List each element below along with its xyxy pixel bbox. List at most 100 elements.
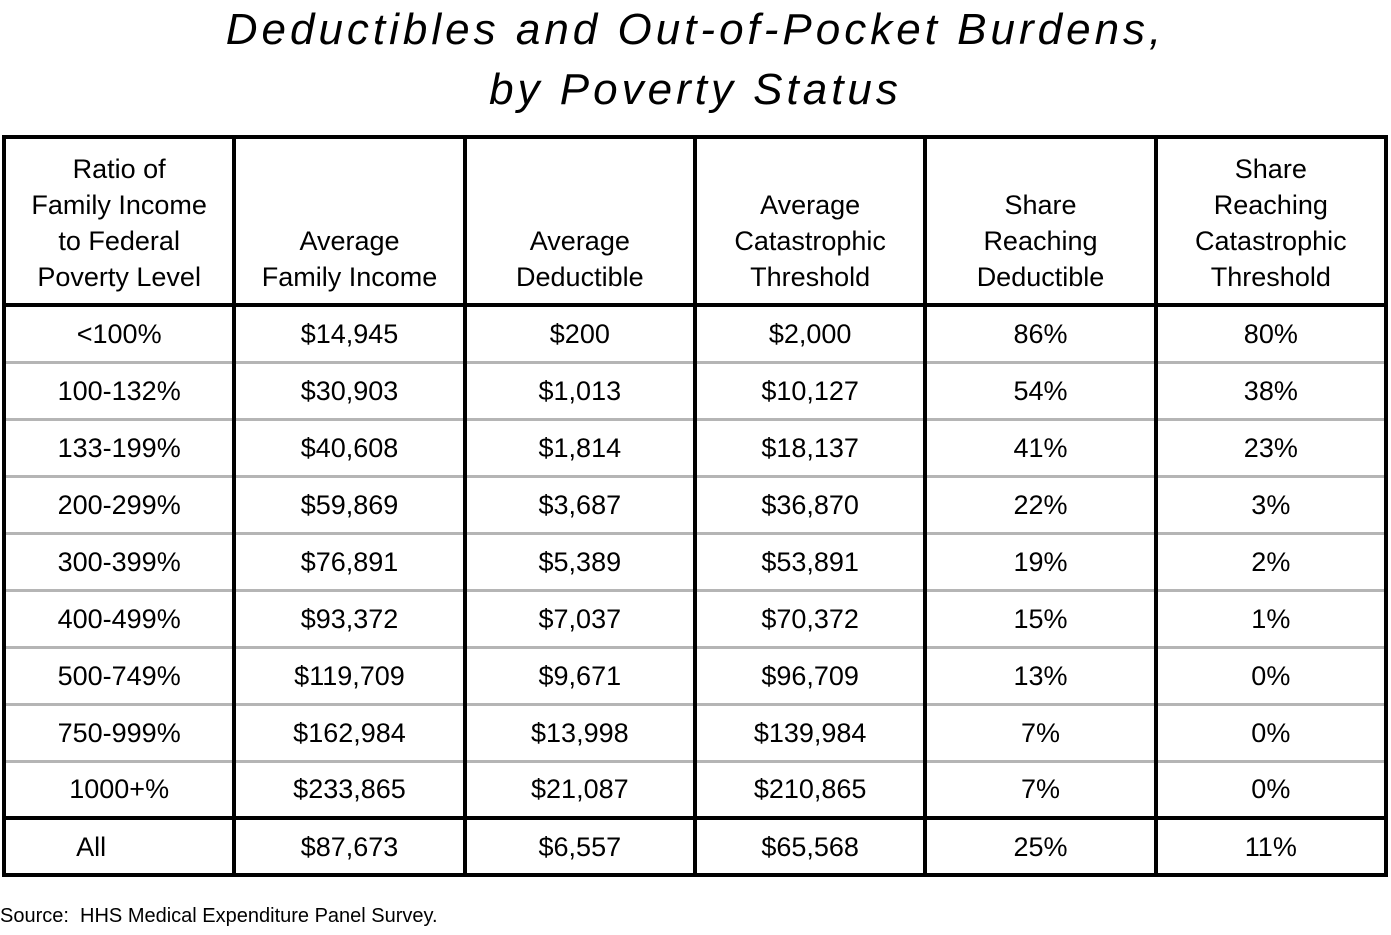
- column-header-line: Average: [529, 226, 630, 256]
- column-header-line: Share: [1004, 190, 1077, 220]
- table-cell: 13%: [923, 647, 1158, 706]
- table-cell: 7%: [923, 761, 1158, 820]
- column-header-line: Poverty Level: [37, 262, 201, 292]
- table-row: 750-999% $162,984 $13,998 $139,984 7% 0%: [1, 704, 1389, 763]
- column-header-line: Threshold: [1210, 262, 1331, 292]
- table-cell: $36,870: [692, 476, 928, 535]
- table-cell: 25%: [923, 818, 1158, 877]
- table-cell: 15%: [923, 590, 1158, 649]
- table-row: 100-132% $30,903 $1,013 $10,127 54% 38%: [1, 362, 1389, 421]
- table-cell: 133-199%: [1, 419, 237, 478]
- column-header-line: Deductible: [516, 262, 644, 292]
- table-cell: $6,557: [462, 818, 697, 877]
- table-cell: 2%: [1153, 533, 1389, 592]
- column-header: Average Deductible: [462, 135, 697, 307]
- table-cell: $21,087: [462, 761, 697, 820]
- table-row: 500-749% $119,709 $9,671 $96,709 13% 0%: [1, 647, 1389, 706]
- table-cell: $14,945: [232, 305, 467, 364]
- table-cell: 19%: [923, 533, 1158, 592]
- table-cell: 38%: [1153, 362, 1389, 421]
- column-header-line: Share: [1234, 154, 1307, 184]
- total-row: All $87,673 $6,557 $65,568 25% 11%: [1, 818, 1389, 877]
- table-cell: 0%: [1153, 761, 1389, 820]
- table-cell: $76,891: [232, 533, 467, 592]
- data-table: Ratio of Family Income to Federal Povert…: [1, 135, 1389, 877]
- table-cell: $30,903: [232, 362, 467, 421]
- column-header-line: Family Income: [31, 190, 207, 220]
- column-header-line: Reaching: [1213, 190, 1328, 220]
- table-body: <100% $14,945 $200 $2,000 86% 80% 100-132% $30,…: [1, 305, 1389, 877]
- table-cell: 86%: [923, 305, 1158, 364]
- table-cell: 1%: [1153, 590, 1389, 649]
- table-cell: $5,389: [462, 533, 697, 592]
- table-cell: 11%: [1153, 818, 1389, 877]
- table-row: 200-299% $59,869 $3,687 $36,870 22% 3%: [1, 476, 1389, 535]
- table-cell: $9,671: [462, 647, 697, 706]
- table-cell: 200-299%: [1, 476, 237, 535]
- table-cell: $96,709: [692, 647, 928, 706]
- table-cell: $10,127: [692, 362, 928, 421]
- table-cell: 7%: [923, 704, 1158, 763]
- column-header-line: Catastrophic: [1195, 226, 1347, 256]
- table-cell: $210,865: [692, 761, 928, 820]
- table-cell: $18,137: [692, 419, 928, 478]
- column-header-line: Threshold: [750, 262, 871, 292]
- source-note: Source: HHS Medical Expenditure Panel Su…: [0, 905, 438, 927]
- table-cell: 1000+%: [1, 761, 237, 820]
- table-cell: $65,568: [692, 818, 928, 877]
- table-cell: 41%: [923, 419, 1158, 478]
- table-cell: All: [1, 818, 237, 877]
- table-cell: 0%: [1153, 704, 1389, 763]
- chart-title-line: by Poverty Status: [489, 65, 902, 114]
- table-cell: 80%: [1153, 305, 1389, 364]
- table-cell: $59,869: [232, 476, 467, 535]
- table-cell: 300-399%: [1, 533, 237, 592]
- column-header: Ratio of Family Income to Federal Povert…: [1, 135, 237, 307]
- table-cell: $1,814: [462, 419, 697, 478]
- table-row: <100% $14,945 $200 $2,000 86% 80%: [1, 305, 1389, 364]
- table-row: 400-499% $93,372 $7,037 $70,372 15% 1%: [1, 590, 1389, 649]
- column-header-line: to Federal: [58, 226, 180, 256]
- column-header-line: Ratio of: [72, 154, 166, 184]
- table-cell: 0%: [1153, 647, 1389, 706]
- table-cell: $233,865: [232, 761, 467, 820]
- table-cell: $2,000: [692, 305, 928, 364]
- column-header-line: Reaching: [983, 226, 1098, 256]
- table-cell: 22%: [923, 476, 1158, 535]
- table-cell: $13,998: [462, 704, 697, 763]
- table-cell: 400-499%: [1, 590, 237, 649]
- table-cell: $7,037: [462, 590, 697, 649]
- column-header-line: Deductible: [976, 262, 1105, 292]
- table-cell: $1,013: [462, 362, 697, 421]
- column-header-line: Average: [299, 226, 400, 256]
- table-cell: $162,984: [232, 704, 467, 763]
- table-cell: 750-999%: [1, 704, 237, 763]
- table-cell: 3%: [1153, 476, 1389, 535]
- chart-title-line: Deductibles and Out-of-Pocket Burdens,: [225, 5, 1166, 54]
- table-cell: 23%: [1153, 419, 1389, 478]
- table-cell: $3,687: [462, 476, 697, 535]
- table-row: 133-199% $40,608 $1,814 $18,137 41% 23%: [1, 419, 1389, 478]
- column-header-line: Average: [760, 190, 861, 220]
- column-header: Share Reaching Deductible: [923, 135, 1158, 307]
- column-header: Average Family Income: [232, 135, 467, 307]
- table-cell: $119,709: [232, 647, 467, 706]
- column-header: Average Catastrophic Threshold: [692, 135, 928, 307]
- table-cell: $87,673: [232, 818, 467, 877]
- table-cell: $93,372: [232, 590, 467, 649]
- table-cell: $70,372: [692, 590, 928, 649]
- table-cell: 100-132%: [1, 362, 237, 421]
- header-row: Ratio of Family Income to Federal Povert…: [1, 135, 1389, 307]
- table-row: 1000+% $233,865 $21,087 $210,865 7% 0%: [1, 761, 1389, 820]
- column-header: Share Reaching Catastrophic Threshold: [1153, 135, 1389, 307]
- column-header-line: Family Income: [261, 262, 438, 292]
- table-cell: $53,891: [692, 533, 928, 592]
- table-cell: <100%: [1, 305, 237, 364]
- column-header-line: Catastrophic: [734, 226, 886, 256]
- chart-title: Deductibles and Out-of-Pocket Burdens, b…: [0, 0, 1391, 120]
- table-cell: 500-749%: [1, 647, 237, 706]
- table-row: 300-399% $76,891 $5,389 $53,891 19% 2%: [1, 533, 1389, 592]
- table-cell: $40,608: [232, 419, 467, 478]
- table-cell: $139,984: [692, 704, 928, 763]
- table-cell: 54%: [923, 362, 1158, 421]
